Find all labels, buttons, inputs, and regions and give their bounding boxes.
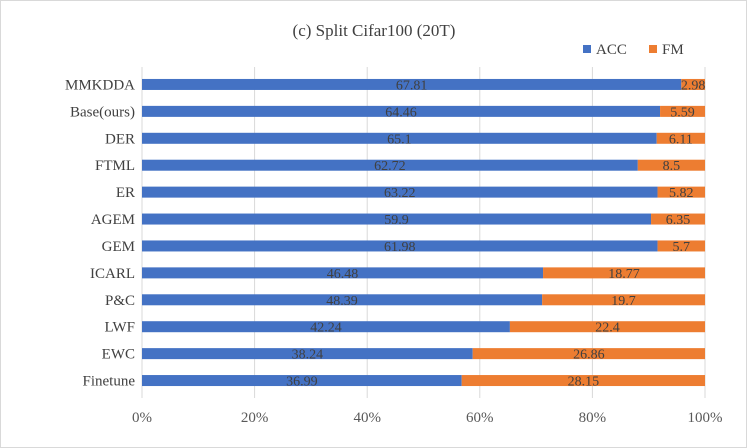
chart-title: (c) Split Cifar100 (20T) [293,21,456,40]
bar-acc [142,240,658,252]
data-label-fm: 5.7 [673,240,691,255]
x-tick-label: 0% [132,410,152,426]
category-label: Finetune [83,374,136,390]
data-label-acc: 61.98 [384,240,416,255]
x-tick-label: 80% [579,410,607,426]
bar-fm [543,267,705,279]
data-label-fm: 6.11 [669,132,693,147]
data-label-acc: 59.9 [384,213,409,228]
data-label-acc: 42.24 [310,321,342,336]
bar-fm [656,132,705,144]
x-tick-label: 60% [466,410,494,426]
bar-fm [657,186,705,198]
bar-acc [142,78,682,90]
legend-label-acc: ACC [596,42,627,58]
data-label-fm: 8.5 [663,159,681,174]
gridlines [141,67,706,398]
data-label-acc: 64.46 [385,105,417,120]
data-label-acc: 62.72 [374,159,406,174]
category-label: MMKDDA [65,77,135,93]
category-label: ER [116,185,135,201]
data-label-fm: 26.86 [573,348,605,363]
data-label-fm: 5.59 [670,105,695,120]
category-label: ICARL [90,266,135,282]
category-label: DER [105,131,135,147]
x-tick-label: 40% [353,410,381,426]
bar-acc [142,348,473,360]
x-tick-label: 20% [241,410,269,426]
bars [142,78,705,387]
category-label: EWC [102,347,135,363]
category-label: FTML [95,158,135,174]
bar-fm [657,240,705,252]
category-label: Base(ours) [70,104,135,120]
data-label-acc: 63.22 [384,186,416,201]
data-label-acc: 67.81 [396,78,428,93]
bar-fm [461,375,705,387]
data-label-acc: 46.48 [327,267,359,282]
data-label-acc: 65.1 [387,132,412,147]
bar-acc [142,105,661,117]
bar-fm [542,294,705,306]
bar-fm [651,213,705,225]
category-label: LWF [104,320,135,336]
data-label-fm: 6.35 [666,213,691,228]
data-label-fm: 22.4 [595,321,620,336]
data-labels: 67.81 2.98 64.46 5.59 65.1 6.11 62.72 8.5 63.22 5… [286,78,705,389]
legend-label-fm: FM [662,42,684,58]
data-label-acc: 36.99 [286,375,318,390]
bar-acc [142,159,638,171]
data-label-fm: 28.15 [568,375,600,390]
category-labels: MMKDDA Base(ours) DER FTML ER AGEM GEM ICARL P&C… [65,77,135,389]
category-label: P&C [105,293,135,309]
bar-fm [660,105,705,117]
legend-swatch-acc [583,45,591,53]
legend: ACC FM [583,42,684,58]
data-label-fm: 19.7 [611,294,636,309]
bar-acc [142,213,652,225]
x-tick-label: 100% [688,410,723,426]
bar-fm [681,78,705,90]
bar-fm [472,348,705,360]
bar-acc [142,267,544,279]
bar-acc [142,132,657,144]
bar-acc [142,375,462,387]
data-label-fm: 2.98 [681,78,706,93]
data-label-fm: 5.82 [669,186,694,201]
x-axis-ticks: 0% 20% 40% 60% 80% 100% [132,410,723,426]
category-label: AGEM [91,212,135,228]
bar-fm [637,159,705,171]
legend-swatch-fm [649,45,657,53]
data-label-acc: 48.39 [326,294,358,309]
bar-acc [142,321,510,333]
bar-fm [509,321,705,333]
data-label-acc: 38.24 [292,348,324,363]
category-label: GEM [102,239,135,255]
data-label-fm: 18.77 [608,267,640,282]
bar-acc [142,186,658,198]
bar-acc [142,294,543,306]
